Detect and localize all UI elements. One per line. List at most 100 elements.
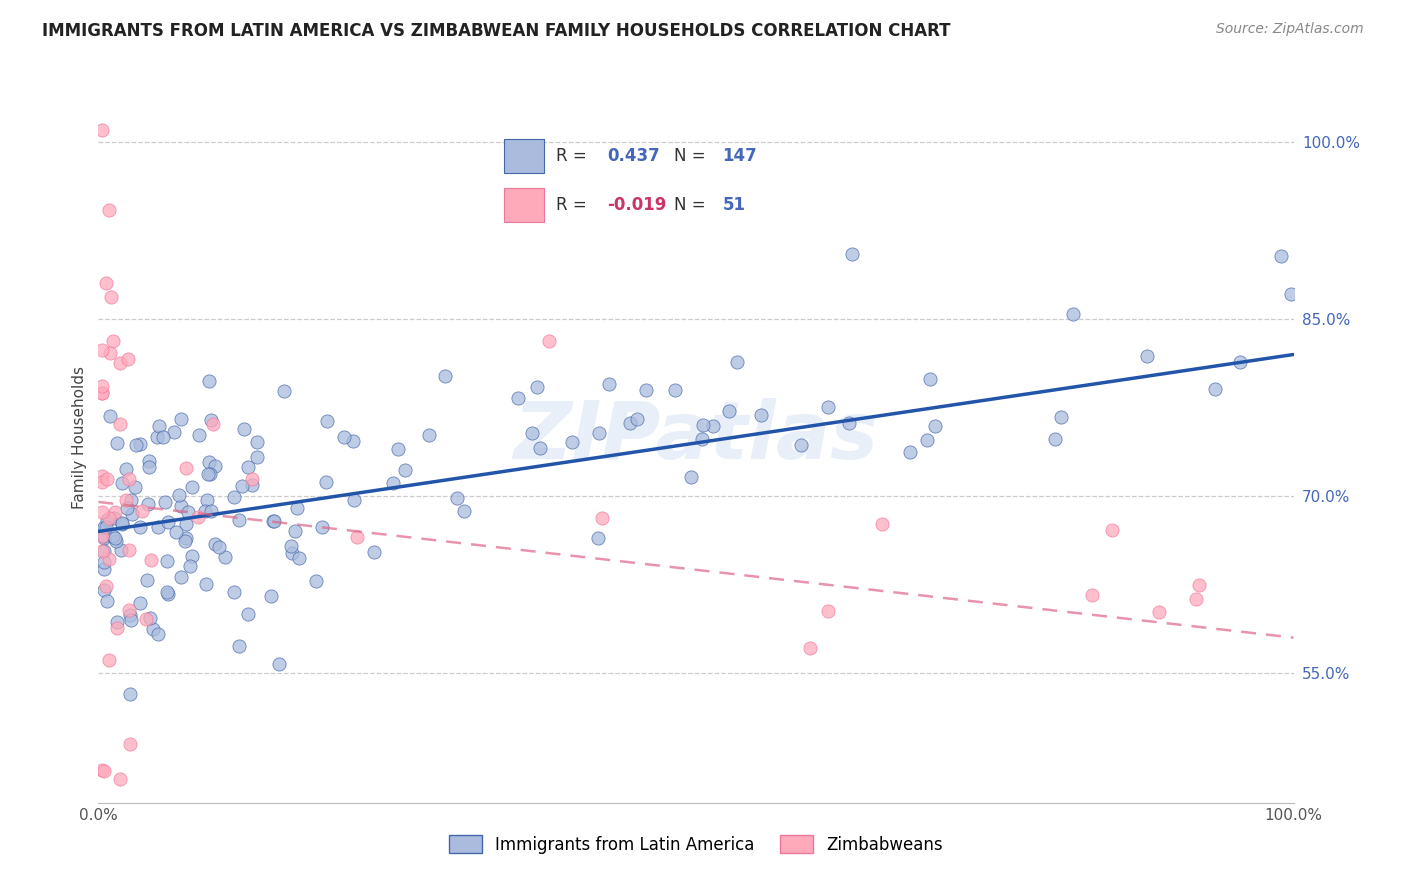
Point (170, 499, 193, 513)
Point (246, 435, 269, 450)
Point (111, 475, 134, 490)
Point (316, 414, 339, 428)
Point (1279, 287, 1302, 301)
Point (93, 544, 115, 558)
Point (1229, 355, 1251, 369)
Point (233, 422, 256, 436)
Point (201, 417, 224, 431)
Point (1147, 605, 1170, 619)
Point (93, 529, 115, 543)
Point (1081, 588, 1104, 602)
Point (120, 613, 142, 627)
Point (231, 478, 253, 492)
Point (200, 504, 222, 518)
Point (104, 531, 127, 545)
Point (1045, 432, 1067, 446)
Point (702, 419, 724, 434)
Text: IMMIGRANTS FROM LATIN AMERICA VS ZIMBABWEAN FAMILY HOUSEHOLDS CORRELATION CHART: IMMIGRANTS FROM LATIN AMERICA VS ZIMBABW… (42, 22, 950, 40)
Point (692, 418, 714, 433)
Point (214, 550, 236, 565)
Point (690, 433, 713, 447)
Point (561, 435, 583, 450)
Point (636, 383, 658, 397)
Point (522, 426, 544, 441)
Point (280, 539, 302, 553)
Point (91, 379, 114, 393)
Point (177, 505, 200, 519)
Point (1136, 350, 1159, 364)
Point (259, 589, 281, 603)
Point (98, 409, 121, 423)
Point (155, 495, 177, 509)
Point (586, 532, 609, 546)
Point (104, 505, 127, 519)
Point (110, 542, 132, 557)
Point (96, 513, 118, 527)
Point (179, 558, 201, 573)
Point (1204, 382, 1226, 396)
Point (124, 480, 146, 494)
Point (263, 514, 285, 528)
Point (198, 467, 221, 481)
Point (918, 372, 941, 386)
Point (195, 493, 218, 508)
Point (273, 384, 295, 398)
Point (111, 517, 134, 532)
Point (135, 573, 157, 587)
Point (176, 460, 198, 475)
Point (110, 417, 132, 431)
Point (156, 585, 179, 599)
Point (198, 374, 221, 388)
Point (363, 545, 385, 559)
Point (152, 430, 174, 444)
Point (100, 345, 122, 359)
Point (174, 517, 197, 532)
Point (105, 436, 128, 450)
Point (817, 604, 839, 618)
Point (167, 488, 190, 502)
Point (128, 520, 150, 534)
Point (1101, 524, 1123, 538)
Point (118, 737, 141, 751)
Point (118, 472, 141, 486)
Point (93, 582, 115, 597)
Point (96, 472, 118, 486)
Point (103, 511, 125, 525)
Point (453, 504, 475, 518)
Point (1050, 409, 1073, 424)
Point (446, 491, 468, 506)
Point (346, 530, 368, 544)
Point (93, 554, 115, 568)
Point (96, 520, 118, 534)
Point (108, 772, 131, 786)
Point (343, 493, 366, 508)
Point (434, 368, 457, 383)
Point (105, 615, 128, 629)
Point (125, 438, 148, 452)
Point (117, 351, 139, 366)
Point (118, 603, 141, 617)
Point (870, 517, 893, 532)
Point (236, 460, 259, 475)
Point (173, 534, 195, 549)
Point (136, 497, 159, 511)
Point (135, 612, 157, 626)
Point (679, 470, 702, 484)
Point (626, 411, 648, 425)
Point (93, 520, 115, 534)
Point (148, 419, 170, 434)
Point (180, 549, 202, 564)
Point (506, 391, 529, 405)
Point (91, 343, 114, 357)
Point (664, 383, 686, 397)
Point (1062, 307, 1084, 321)
Point (91, 475, 114, 489)
Point (749, 408, 772, 422)
Point (915, 433, 938, 447)
Point (236, 607, 259, 622)
Point (128, 596, 150, 610)
Point (285, 500, 308, 515)
Point (170, 570, 193, 584)
Point (204, 458, 226, 473)
Point (118, 687, 141, 701)
